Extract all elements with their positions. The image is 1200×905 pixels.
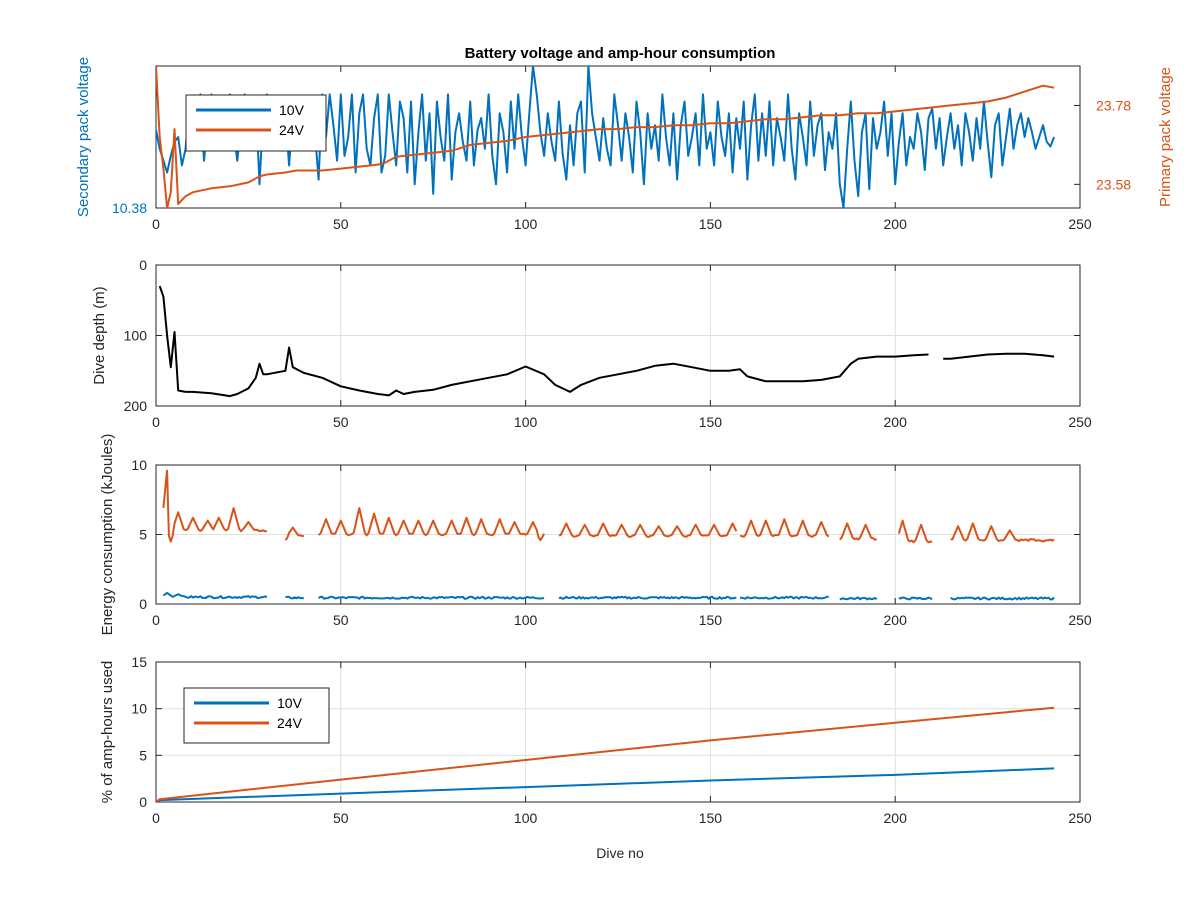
x-tick-label: 100	[514, 612, 538, 628]
x-tick-label: 250	[1068, 414, 1092, 430]
legend-label: 10V	[277, 695, 303, 711]
x-tick-label: 250	[1068, 216, 1092, 232]
x-tick-label: 200	[884, 414, 908, 430]
y-tick-label-right: 23.78	[1096, 97, 1131, 113]
x-tick-label: 0	[152, 612, 160, 628]
x-tick-label: 0	[152, 216, 160, 232]
series-energy-1-line	[898, 596, 933, 601]
x-tick-label: 200	[884, 612, 908, 628]
legend-label: 24V	[277, 715, 303, 731]
series-energy-1-line	[739, 595, 829, 600]
y-tick-label: 0	[139, 257, 147, 273]
x-tick-label: 50	[333, 810, 349, 826]
series-energy-0-line	[839, 522, 877, 541]
y-axis-label: Energy consumption (kJoules)	[99, 434, 116, 636]
series-energy-1-line	[162, 591, 268, 600]
x-tick-label: 50	[333, 216, 349, 232]
y-tick-label-right: 23.58	[1096, 176, 1131, 192]
x-tick-label: 0	[152, 414, 160, 430]
y-axis-label: % of amp-hours used	[99, 661, 116, 804]
x-tick-label: 100	[514, 810, 538, 826]
axes-box	[155, 65, 1081, 209]
x-tick-label: 50	[333, 612, 349, 628]
series-energy-1-line	[839, 596, 878, 601]
panel-depth: 0 50 100 150 200 250 0 100 200 Dive depth (m)	[91, 257, 1092, 430]
y-axis-label: Dive depth (m)	[91, 286, 108, 384]
plot-area	[156, 706, 1055, 802]
x-tick-label: 150	[699, 216, 723, 232]
plot-area	[158, 285, 1055, 398]
series-energy-0-line	[897, 519, 933, 544]
legend-box	[185, 94, 327, 152]
legend-box	[183, 687, 330, 744]
x-tick-label: 200	[884, 216, 908, 232]
series-energy-0-line	[284, 526, 304, 541]
series-depth-0-line	[943, 352, 1055, 360]
series-depth-0-line	[158, 285, 929, 398]
series-energy-0-line	[558, 522, 738, 538]
x-tick-label: 250	[1068, 810, 1092, 826]
y-tick-label: 100	[124, 328, 148, 344]
y-axis-label: Secondary pack voltage	[75, 57, 92, 217]
y-tick-label: 5	[139, 527, 147, 543]
series-energy-0-line	[317, 507, 545, 542]
series-energy-1-line	[950, 596, 1055, 601]
plot-area	[162, 469, 1055, 601]
series-energy-1-line	[318, 595, 545, 600]
panel-energy: 0 50 100 150 200 250 0 5 10 Energy consumption (k…	[99, 434, 1092, 636]
series-energy-1-line	[558, 595, 737, 600]
series-energy-0-line	[950, 522, 1055, 543]
x-tick-label: 250	[1068, 612, 1092, 628]
y-tick-label: 5	[139, 747, 147, 763]
x-tick-label: 200	[884, 810, 908, 826]
series-24v-line	[156, 66, 1055, 208]
series-energy-1-line	[285, 595, 304, 600]
x-tick-label: 150	[699, 414, 723, 430]
x-axis-label: Dive no	[596, 845, 644, 861]
y-axis-label-right: Primary pack voltage	[1157, 67, 1174, 207]
y-tick-label: 15	[131, 654, 147, 670]
y-tick-label: 10.38	[112, 200, 147, 216]
x-tick-label: 100	[514, 216, 538, 232]
x-tick-label: 0	[152, 810, 160, 826]
figure-title: Battery voltage and amp-hour consumption	[465, 45, 776, 62]
x-tick-label: 100	[514, 414, 538, 430]
panel-voltage: 0 50 100 150 200 250 10.38 23.58 23.78 Secondary …	[75, 57, 1174, 232]
y-tick-label: 10	[131, 701, 147, 717]
y-tick-label: 10	[131, 457, 147, 473]
axes-box	[155, 661, 1081, 803]
panel-amphours: 0 50 100 150 200 250 0 5 10 15 % of amp-hours used…	[99, 654, 1092, 826]
x-tick-label: 50	[333, 414, 349, 430]
y-tick-label: 200	[124, 398, 148, 414]
x-tick-label: 150	[699, 810, 723, 826]
legend-label: 24V	[279, 122, 305, 138]
series-energy-0-line	[162, 469, 267, 543]
legend-label: 10V	[279, 102, 305, 118]
series-24v-line	[156, 706, 1055, 802]
y-tick-label: 0	[139, 596, 147, 612]
x-tick-label: 150	[699, 612, 723, 628]
series-energy-0-line	[739, 518, 830, 538]
y-tick-label: 0	[139, 794, 147, 810]
